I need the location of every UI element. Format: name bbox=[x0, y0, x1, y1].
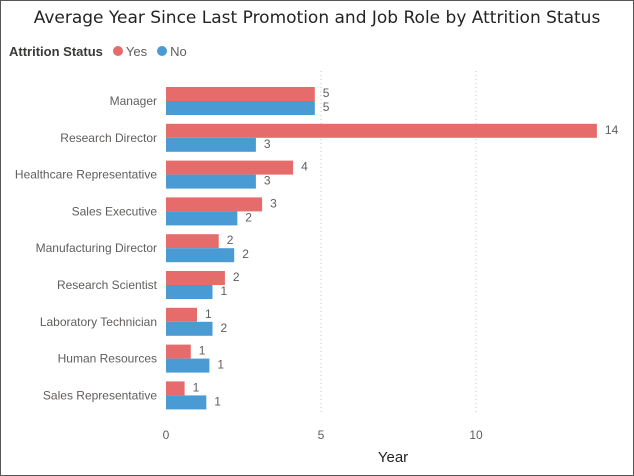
legend-item-no[interactable]: No bbox=[157, 44, 187, 59]
legend-label-yes: Yes bbox=[125, 43, 148, 59]
data-label-yes-5: 2 bbox=[233, 270, 240, 284]
legend-marker-yes bbox=[112, 46, 123, 56]
category-label-1: Research Director bbox=[60, 131, 157, 145]
bar-no-6 bbox=[166, 321, 213, 336]
bar-yes-4 bbox=[166, 234, 219, 249]
data-label-yes-6: 1 bbox=[205, 307, 212, 321]
data-label-no-7: 1 bbox=[217, 358, 224, 372]
bar-no-1 bbox=[166, 137, 256, 152]
data-label-no-8: 1 bbox=[214, 394, 221, 408]
data-label-no-4: 2 bbox=[242, 247, 249, 261]
category-label-5: Research Scientist bbox=[57, 278, 158, 292]
bar-yes-2 bbox=[166, 160, 294, 175]
data-label-yes-1: 14 bbox=[605, 123, 619, 137]
bar-no-4 bbox=[166, 248, 235, 263]
data-label-yes-4: 2 bbox=[227, 233, 234, 247]
bar-yes-8 bbox=[166, 381, 185, 396]
data-label-no-0: 5 bbox=[323, 100, 330, 114]
x-tick-label-10: 10 bbox=[469, 428, 483, 442]
bar-no-2 bbox=[166, 174, 256, 189]
legend: Attrition Status Yes No bbox=[9, 43, 191, 59]
data-label-no-6: 2 bbox=[221, 321, 228, 335]
bar-no-8 bbox=[166, 395, 207, 410]
data-label-no-5: 1 bbox=[221, 284, 228, 298]
x-axis-title: Year bbox=[378, 449, 408, 466]
bar-yes-5 bbox=[166, 271, 225, 285]
bar-yes-3 bbox=[166, 197, 263, 212]
data-label-no-1: 3 bbox=[264, 137, 271, 151]
x-tick-label-5: 5 bbox=[318, 428, 325, 442]
bar-yes-1 bbox=[166, 123, 597, 138]
data-label-yes-0: 5 bbox=[323, 86, 330, 100]
category-label-0: Manager bbox=[110, 94, 157, 108]
bar-yes-6 bbox=[166, 307, 197, 322]
category-label-8: Sales Representative bbox=[43, 388, 157, 402]
bar-no-7 bbox=[166, 358, 210, 373]
data-label-no-3: 2 bbox=[245, 210, 252, 224]
category-label-2: Healthcare Representative bbox=[15, 168, 157, 182]
legend-item-yes[interactable]: Yes bbox=[112, 43, 148, 59]
bar-yes-0 bbox=[166, 87, 315, 101]
bar-no-5 bbox=[166, 285, 213, 299]
bar-yes-7 bbox=[166, 344, 191, 359]
data-label-yes-2: 4 bbox=[301, 160, 308, 174]
legend-marker-no bbox=[157, 46, 168, 56]
legend-label-no: No bbox=[170, 43, 187, 59]
bar-no-0 bbox=[166, 101, 315, 115]
bar-no-3 bbox=[166, 211, 238, 226]
legend-title: Attrition Status bbox=[9, 43, 103, 59]
data-label-yes-7: 1 bbox=[199, 344, 206, 358]
chart-title: Average Year Since Last Promotion and Jo… bbox=[33, 8, 601, 28]
x-tick-label-0: 0 bbox=[163, 428, 170, 442]
data-label-no-2: 3 bbox=[264, 174, 271, 188]
category-label-3: Sales Executive bbox=[72, 204, 158, 218]
category-label-7: Human Resources bbox=[58, 352, 157, 366]
data-label-yes-8: 1 bbox=[193, 380, 200, 394]
data-label-yes-3: 3 bbox=[270, 196, 277, 210]
category-label-4: Manufacturing Director bbox=[36, 241, 157, 255]
category-label-6: Laboratory Technician bbox=[40, 315, 157, 329]
